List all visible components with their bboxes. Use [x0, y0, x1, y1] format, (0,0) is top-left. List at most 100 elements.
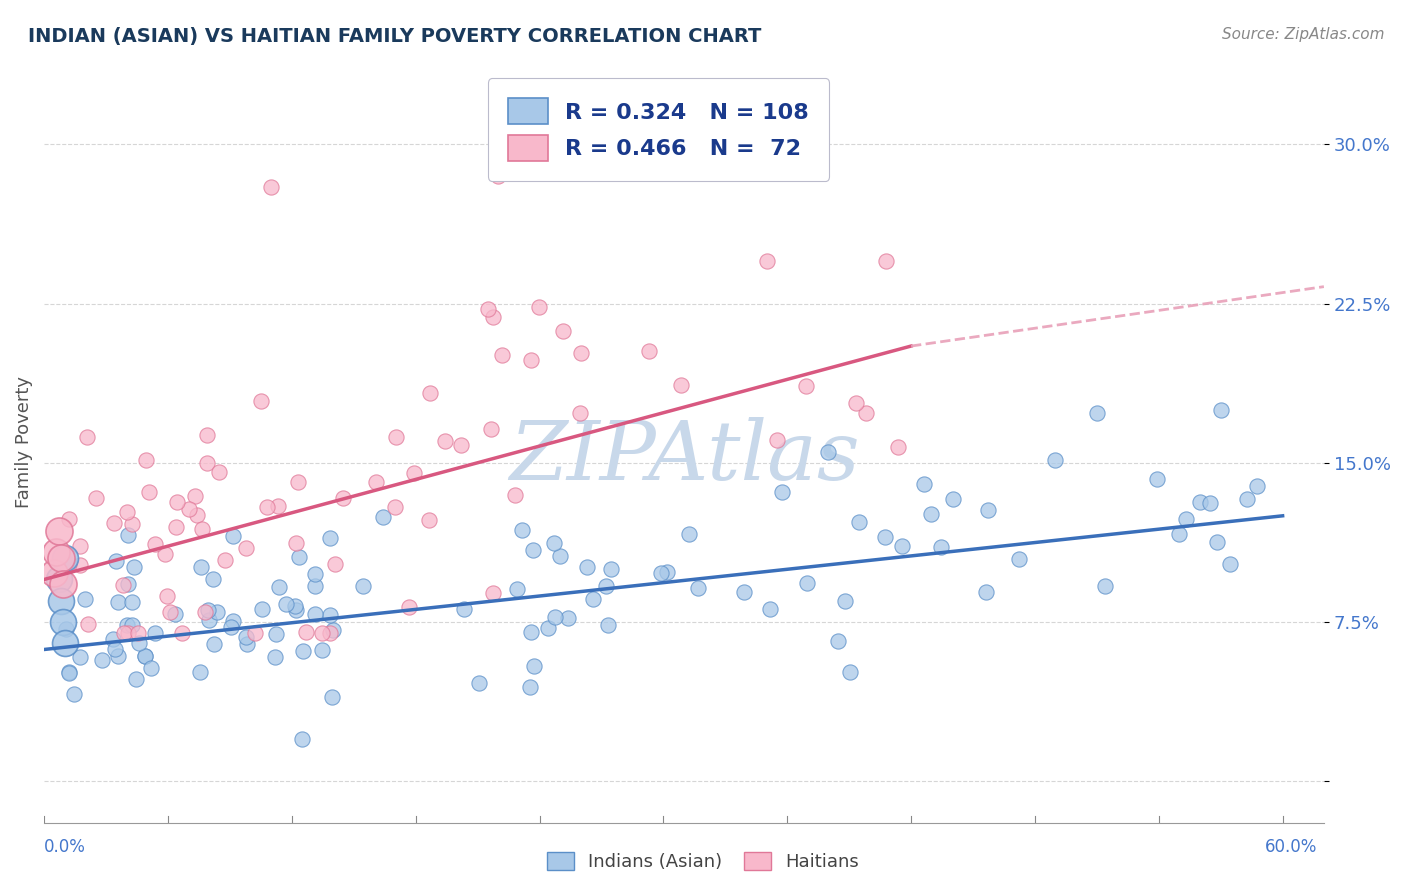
Point: [796, 575, 818, 590]
Point: [941, 491, 963, 506]
Point: [117, 527, 139, 541]
Point: [76, 430, 98, 444]
Point: [758, 601, 780, 615]
Point: [284, 599, 307, 614]
Point: [264, 650, 287, 665]
Point: [352, 579, 374, 593]
Point: [58, 512, 80, 526]
Point: [75, 591, 97, 606]
Point: [186, 508, 208, 522]
Point: [55, 622, 77, 636]
Point: [155, 547, 177, 561]
Legend: R = 0.324   N = 108, R = 0.466   N =  72: R = 0.324 N = 108, R = 0.466 N = 72: [488, 78, 830, 181]
Point: [650, 566, 672, 580]
Point: [544, 610, 567, 624]
Point: [766, 433, 789, 447]
Point: [287, 475, 309, 490]
Point: [1236, 491, 1258, 506]
Point: [84, 491, 107, 506]
Point: [104, 554, 127, 568]
Point: [794, 379, 817, 393]
Point: [655, 565, 678, 579]
Point: [311, 642, 333, 657]
Point: [523, 659, 546, 673]
Point: [134, 649, 156, 664]
Point: [371, 509, 394, 524]
Point: [208, 465, 231, 479]
Point: [112, 625, 135, 640]
Point: [595, 579, 617, 593]
Point: [49, 551, 72, 566]
Text: 0.0%: 0.0%: [44, 838, 86, 856]
Point: [557, 611, 579, 625]
Point: [519, 680, 541, 694]
Point: [890, 539, 912, 553]
Point: [90, 653, 112, 667]
Point: [48, 573, 70, 587]
Point: [1198, 496, 1220, 510]
Point: [112, 578, 135, 592]
Point: [141, 661, 163, 675]
Point: [291, 731, 314, 746]
Point: [115, 618, 138, 632]
Point: [482, 586, 505, 600]
Point: [543, 535, 565, 549]
Point: [195, 456, 218, 470]
Point: [235, 630, 257, 644]
Point: [385, 429, 408, 443]
Point: [568, 406, 591, 420]
Point: [77, 616, 100, 631]
Point: [285, 536, 308, 550]
Point: [45, 545, 67, 559]
Point: [920, 507, 942, 521]
Point: [1246, 479, 1268, 493]
Point: [319, 608, 342, 623]
Point: [128, 636, 150, 650]
Point: [165, 520, 187, 534]
Point: [49, 593, 72, 607]
Point: [135, 453, 157, 467]
Point: [600, 562, 623, 576]
Point: [107, 594, 129, 608]
Point: [402, 466, 425, 480]
Text: Source: ZipAtlas.com: Source: ZipAtlas.com: [1222, 27, 1385, 42]
Point: [295, 624, 318, 639]
Point: [505, 488, 527, 502]
Point: [58, 665, 80, 680]
Point: [195, 428, 218, 442]
Point: [177, 501, 200, 516]
Point: [267, 499, 290, 513]
Point: [838, 665, 860, 679]
Point: [69, 649, 91, 664]
Point: [288, 550, 311, 565]
Point: [434, 434, 457, 448]
Point: [101, 632, 124, 646]
Point: [191, 522, 214, 536]
Point: [267, 580, 290, 594]
Point: [848, 515, 870, 529]
Point: [418, 513, 440, 527]
Y-axis label: Family Poverty: Family Poverty: [15, 376, 32, 508]
Point: [1206, 535, 1229, 549]
Point: [1174, 512, 1197, 526]
Point: [304, 566, 326, 581]
Point: [637, 344, 659, 359]
Point: [205, 605, 228, 619]
Point: [166, 494, 188, 508]
Point: [481, 310, 503, 325]
Point: [138, 485, 160, 500]
Point: [1008, 552, 1031, 566]
Point: [256, 500, 278, 514]
Point: [197, 602, 219, 616]
Point: [274, 597, 297, 611]
Point: [468, 676, 491, 690]
Point: [479, 422, 502, 436]
Point: [222, 615, 245, 629]
Point: [121, 618, 143, 632]
Point: [250, 602, 273, 616]
Point: [1043, 453, 1066, 467]
Point: [188, 665, 211, 680]
Point: [124, 672, 146, 686]
Point: [121, 595, 143, 609]
Point: [201, 572, 224, 586]
